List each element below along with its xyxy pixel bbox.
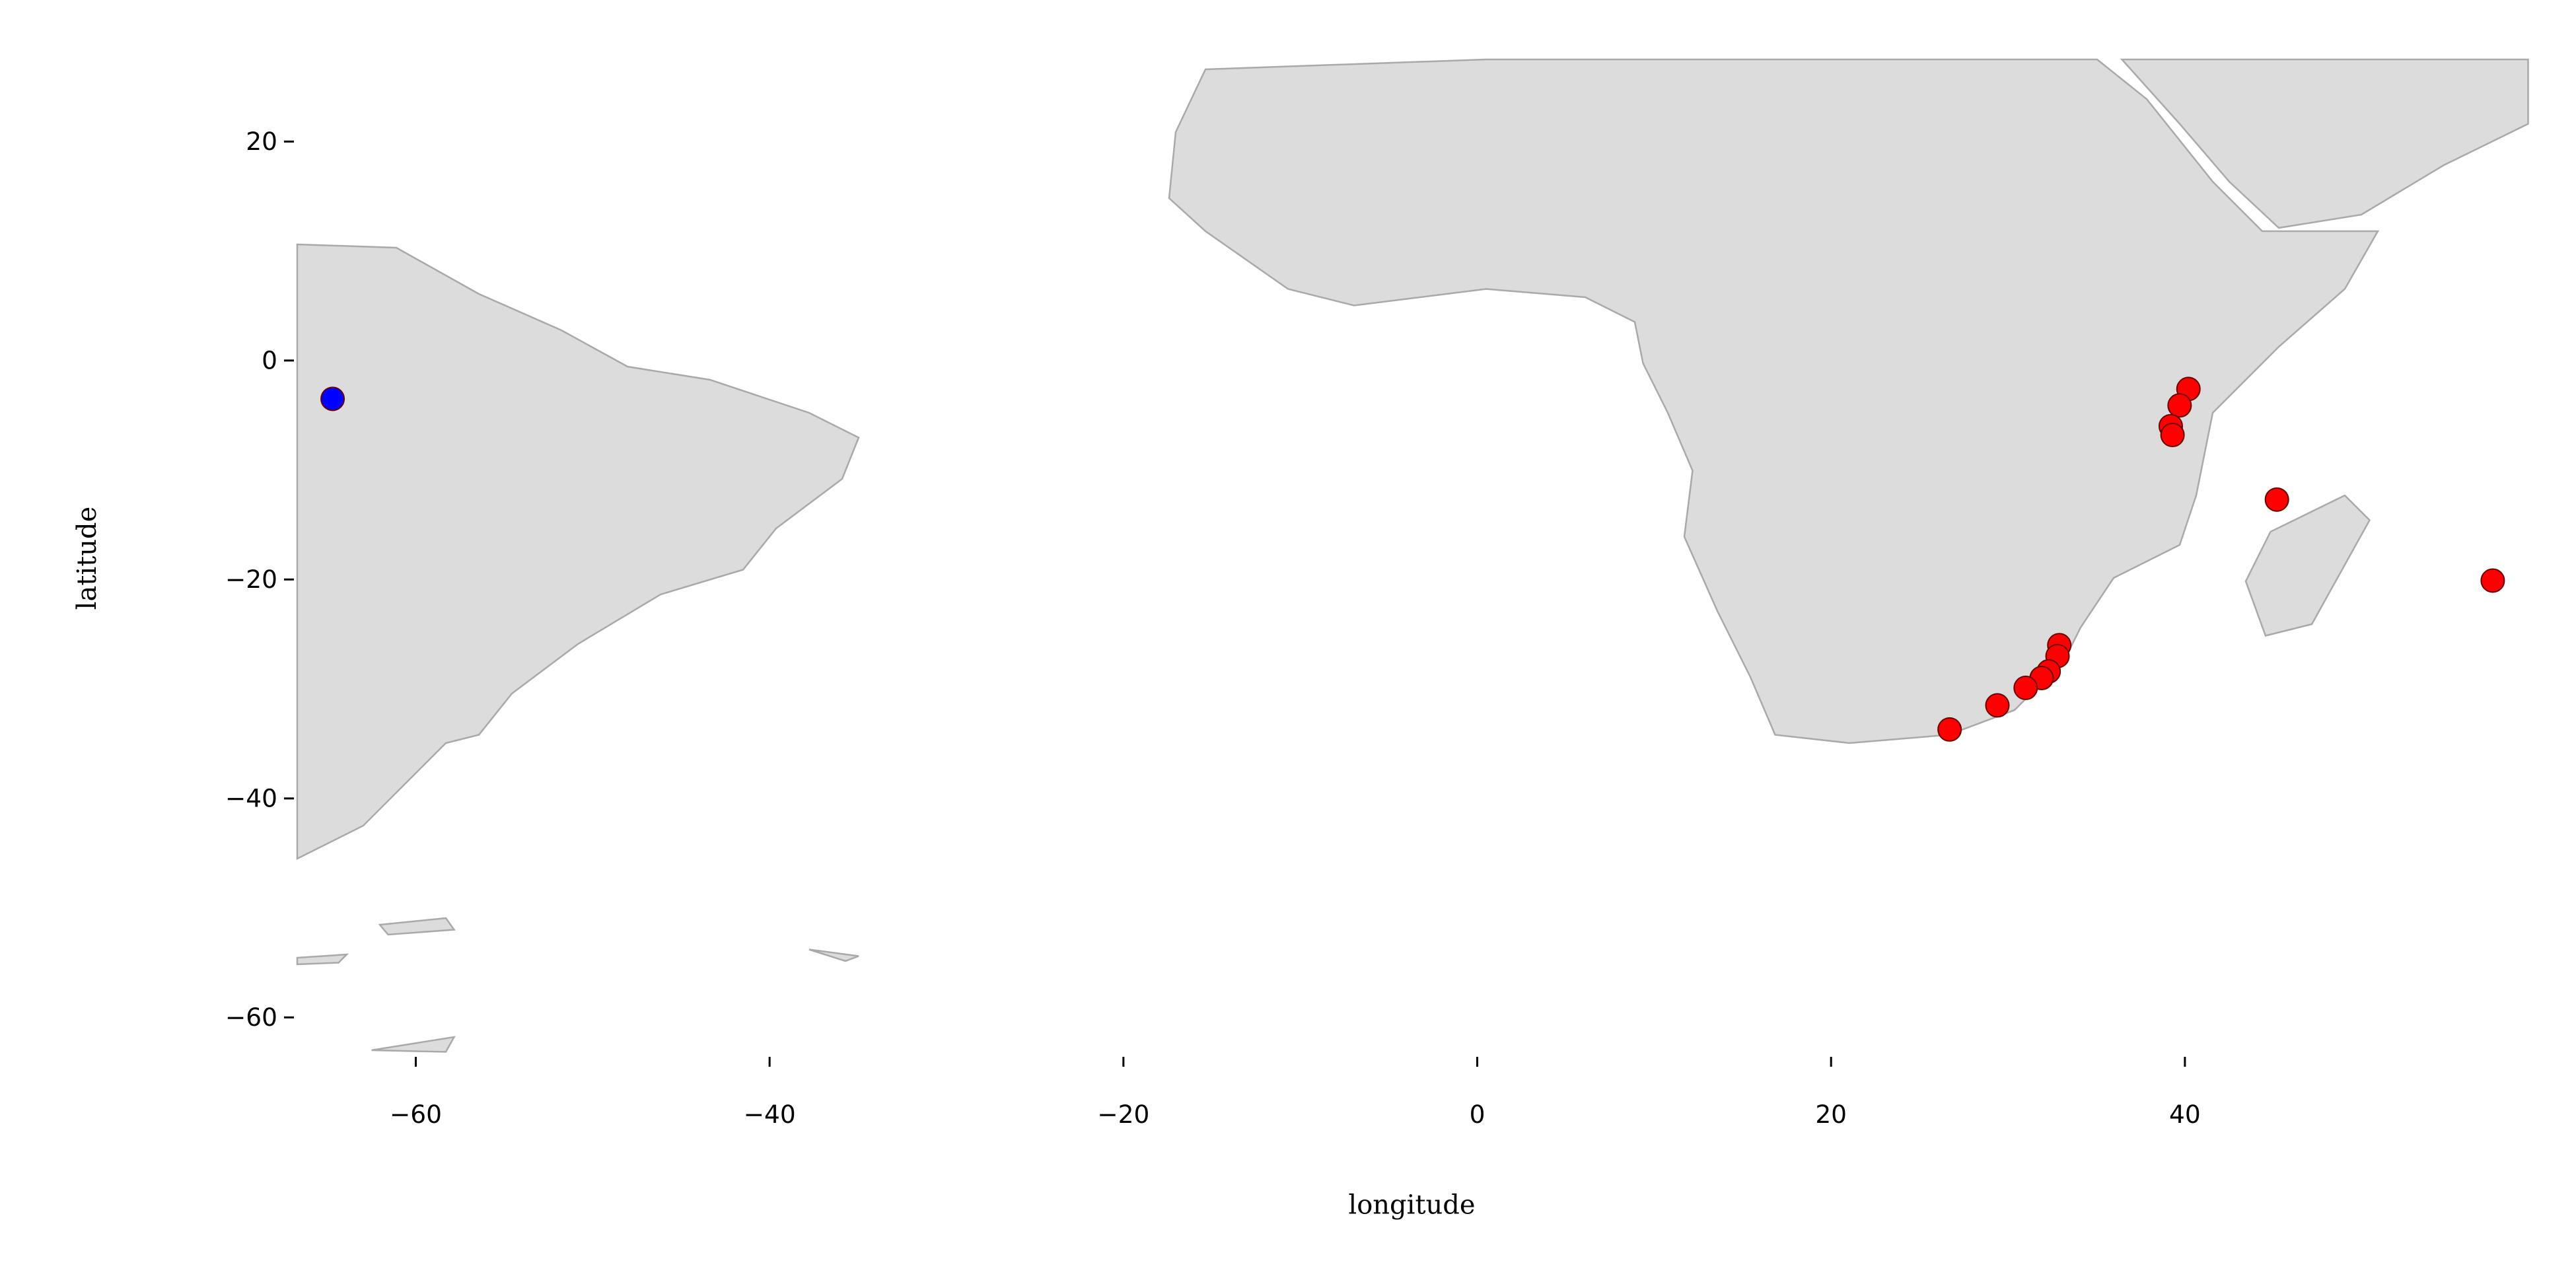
madagascar [2244,494,2371,637]
x-tick-label: 20 [1815,1100,1847,1129]
island [808,948,859,962]
point [2013,675,2038,700]
island [296,953,349,966]
point [1937,717,1962,742]
island [371,1036,456,1053]
x-tick-label: −40 [744,1100,796,1129]
y-tick-label: 20 [246,127,277,156]
x-tick-label: 40 [2169,1100,2201,1129]
africa [1168,58,2380,744]
south-america [296,243,860,861]
arabia [2120,58,2529,229]
island [378,917,456,936]
y-axis-label: latitude [72,507,102,610]
basemap [296,58,2529,1053]
y-tick-label: 0 [262,345,277,375]
point [320,386,345,411]
y-tick-label: −60 [225,1003,277,1032]
point [2167,393,2192,418]
point [1985,693,2010,718]
y-tick-label: −40 [225,783,277,812]
x-tick-label: −60 [390,1100,442,1129]
x-tick-label: −20 [1097,1100,1149,1129]
x-axis-label: longitude [1348,1190,1475,1221]
point [2160,423,2185,448]
y-tick-label: −20 [225,565,277,594]
x-tick-label: 0 [1470,1100,1485,1129]
point [2480,568,2505,593]
point [2264,487,2289,512]
